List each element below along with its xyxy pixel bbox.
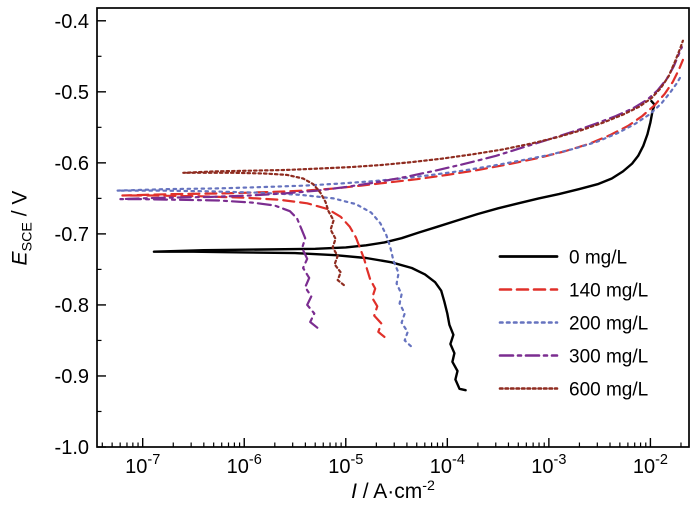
legend: 0 mg/L 140 mg/L 200 mg/L 300 mg/L 600 mg/L bbox=[498, 248, 648, 401]
x-tick-label: 10-2 bbox=[633, 452, 668, 478]
legend-label: 600 mg/L bbox=[569, 380, 648, 401]
y-tick-label: -1.0 bbox=[55, 437, 89, 459]
legend-item: 200 mg/L bbox=[498, 314, 648, 335]
legend-item: 300 mg/L bbox=[498, 347, 648, 368]
x-axis-symbol: I bbox=[351, 480, 357, 503]
legend-label: 140 mg/L bbox=[569, 281, 648, 302]
legend-label: 200 mg/L bbox=[569, 314, 648, 335]
y-axis-title: ESCE / V bbox=[8, 191, 35, 266]
x-axis-unit: / A·cm bbox=[356, 480, 423, 503]
legend-item: 600 mg/L bbox=[498, 380, 648, 401]
x-tick-label: 10-6 bbox=[227, 452, 262, 478]
series-group bbox=[116, 39, 684, 392]
series-200-mg-l bbox=[116, 75, 682, 348]
legend-item: 140 mg/L bbox=[498, 281, 648, 302]
y-tick-label: -0.4 bbox=[55, 11, 89, 33]
y-axis-symbol: E bbox=[8, 251, 32, 266]
y-tick-label: -0.7 bbox=[55, 224, 89, 246]
legend-label: 300 mg/L bbox=[569, 347, 648, 368]
x-tick-label: 10-4 bbox=[430, 452, 465, 478]
x-tick-label: 10-7 bbox=[125, 452, 160, 478]
legend-item: 0 mg/L bbox=[498, 248, 627, 269]
y-tick-label: -0.5 bbox=[55, 82, 89, 104]
y-axis-symbol-subscript: SCE bbox=[19, 222, 36, 252]
plot-frame bbox=[96, 7, 690, 448]
legend-label: 0 mg/L bbox=[569, 248, 627, 269]
x-axis-title: I / A·cm-2 bbox=[97, 478, 689, 504]
y-tick-label: -0.6 bbox=[55, 153, 89, 175]
series-0-mg-l bbox=[152, 99, 656, 392]
y-axis-unit: / V bbox=[8, 190, 32, 223]
series-300-mg-l bbox=[119, 46, 683, 329]
y-tick-label: -0.8 bbox=[55, 295, 89, 317]
y-tick-label: -0.9 bbox=[55, 366, 89, 388]
series-600-mg-l bbox=[182, 39, 684, 287]
x-axis-unit-exponent: -2 bbox=[422, 478, 435, 494]
x-tick-label: 10-3 bbox=[531, 452, 566, 478]
x-tick-label: 10-5 bbox=[328, 452, 363, 478]
